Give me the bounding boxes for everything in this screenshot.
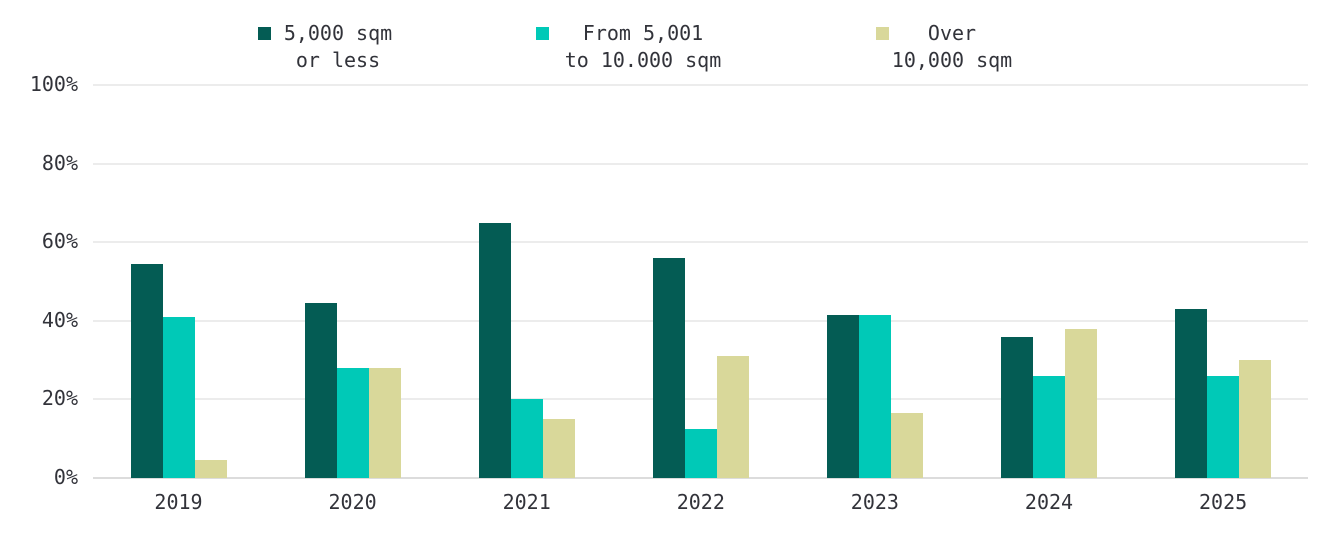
bar-2023-series2 xyxy=(858,314,891,478)
bar-2019-series2 xyxy=(162,316,195,478)
bar-2022-series2 xyxy=(684,428,717,478)
bar-2020-series3 xyxy=(368,367,401,478)
gridline xyxy=(93,398,1308,401)
x-axis-label: 2019 xyxy=(154,490,203,514)
bar-2020-series1 xyxy=(304,303,337,478)
bar-2021-series2 xyxy=(510,399,543,478)
bar-2025-series3 xyxy=(1239,360,1272,478)
legend-color-swatch xyxy=(536,27,549,40)
bar-2024-series1 xyxy=(1001,336,1033,478)
bar-2019-series1 xyxy=(130,263,163,478)
bar-2023-series1 xyxy=(826,314,859,478)
legend-label: Over 10,000 sqm xyxy=(891,21,1013,72)
x-axis-line xyxy=(93,477,1308,479)
x-axis-label: 2020 xyxy=(328,490,377,514)
legend-color-swatch xyxy=(258,27,271,40)
bar-2022-series1 xyxy=(652,257,685,478)
y-axis-tick-label: 20% xyxy=(41,386,78,411)
bar-2024-series2 xyxy=(1033,375,1065,478)
x-axis-label: 2025 xyxy=(1199,490,1248,514)
gridline xyxy=(93,319,1308,322)
x-axis-label: 2024 xyxy=(1024,490,1074,514)
bar-2019-series3 xyxy=(194,460,227,478)
legend-color-swatch xyxy=(876,27,889,40)
gridline xyxy=(93,241,1308,244)
bar-2021-series3 xyxy=(542,419,575,478)
bar-2025-series2 xyxy=(1207,375,1240,478)
gridline xyxy=(93,84,1308,86)
bar-2021-series1 xyxy=(478,222,511,478)
y-axis-tick-label: 80% xyxy=(41,150,78,175)
y-axis-tick-label: 40% xyxy=(41,307,78,332)
bar-2025-series1 xyxy=(1175,309,1208,478)
bar-2024-series3 xyxy=(1065,328,1097,478)
bar-2023-series3 xyxy=(890,413,923,478)
y-axis-tick-label: 0% xyxy=(53,465,78,490)
bar-2022-series3 xyxy=(716,356,749,478)
y-axis-tick-label: 100% xyxy=(29,72,78,97)
x-axis-label: 2022 xyxy=(676,490,725,514)
legend-label: From 5,001 to 10.000 sqm xyxy=(564,21,722,72)
legend-label: 5,000 sqm or less xyxy=(283,21,393,72)
bar-2020-series2 xyxy=(336,367,369,478)
gridline xyxy=(93,162,1308,165)
y-axis-tick-label: 60% xyxy=(41,229,78,254)
x-axis-label: 2023 xyxy=(850,490,899,514)
x-axis-label: 2021 xyxy=(502,490,551,514)
